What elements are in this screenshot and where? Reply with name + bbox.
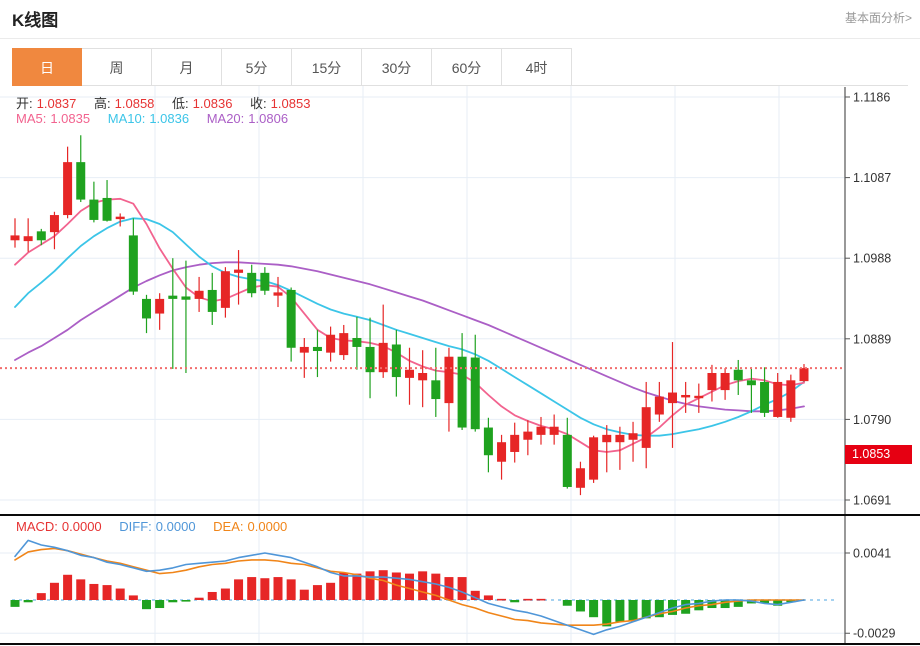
dea-label: DEA:	[213, 519, 244, 534]
svg-text:1.0889: 1.0889	[853, 332, 891, 346]
last-price-tag: 1.0853	[845, 445, 912, 465]
tab-day[interactable]: 日	[12, 48, 82, 86]
svg-text:0.0041: 0.0041	[853, 547, 891, 561]
close-label: 收:	[250, 96, 267, 111]
tab-week[interactable]: 周	[82, 48, 152, 86]
tab-month[interactable]: 月	[152, 48, 222, 86]
svg-text:1.0790: 1.0790	[853, 413, 891, 427]
svg-text:1.0691: 1.0691	[853, 494, 891, 508]
dea-value: 0.0000	[247, 519, 288, 534]
svg-text:1.0988: 1.0988	[853, 252, 891, 266]
ma20-label: MA20:	[206, 111, 245, 126]
close-value: 1.0853	[270, 96, 311, 111]
header-divider	[0, 38, 920, 39]
diff-label: DIFF:	[119, 519, 152, 534]
open-value: 1.0837	[36, 96, 77, 111]
tab-30min[interactable]: 30分	[362, 48, 432, 86]
ma20-value: 1.0806	[248, 111, 289, 126]
open-label: 开:	[16, 96, 33, 111]
ma10-label: MA10:	[107, 111, 146, 126]
macd-readout: MACD: 0.0000 DIFF: 0.0000 DEA: 0.0000	[16, 519, 291, 534]
tab-60min[interactable]: 60分	[432, 48, 502, 86]
ma5-value: 1.0835	[50, 111, 91, 126]
svg-text:1.1087: 1.1087	[853, 171, 891, 185]
svg-text:1.1186: 1.1186	[853, 91, 890, 105]
ohlc-readout: 开: 1.0837 高: 1.0858 低: 1.0836 收: 1.0853	[16, 93, 314, 112]
ma5-label: MA5:	[16, 111, 47, 126]
page-title: K线图	[12, 11, 59, 30]
kline-chart[interactable]: 1.1186 1.1087 1.0988 1.0889 1.0790 1.0691 0.00…	[0, 86, 920, 646]
interval-tabbar: 日 周 月 5分 15分 30分 60分 4时	[12, 48, 908, 86]
fundamental-analysis-link[interactable]: 基本面分析>	[844, 11, 912, 25]
ma-readout: MA5: 1.0835 MA10: 1.0836 MA20: 1.0806	[16, 111, 292, 126]
tab-5min[interactable]: 5分	[222, 48, 292, 86]
tab-15min[interactable]: 15分	[292, 48, 362, 86]
tab-4hour[interactable]: 4时	[502, 48, 572, 86]
high-value: 1.0858	[114, 96, 155, 111]
macd-value: 0.0000	[61, 519, 102, 534]
svg-text:-0.0029: -0.0029	[853, 627, 895, 641]
ma10-value: 1.0836	[149, 111, 190, 126]
diff-value: 0.0000	[155, 519, 196, 534]
low-value: 1.0836	[192, 96, 233, 111]
high-label: 高:	[94, 96, 111, 111]
low-label: 低:	[172, 96, 189, 111]
macd-label: MACD:	[16, 519, 58, 534]
chart-area: 1.1186 1.1087 1.0988 1.0889 1.0790 1.0691 0.00…	[0, 86, 920, 646]
